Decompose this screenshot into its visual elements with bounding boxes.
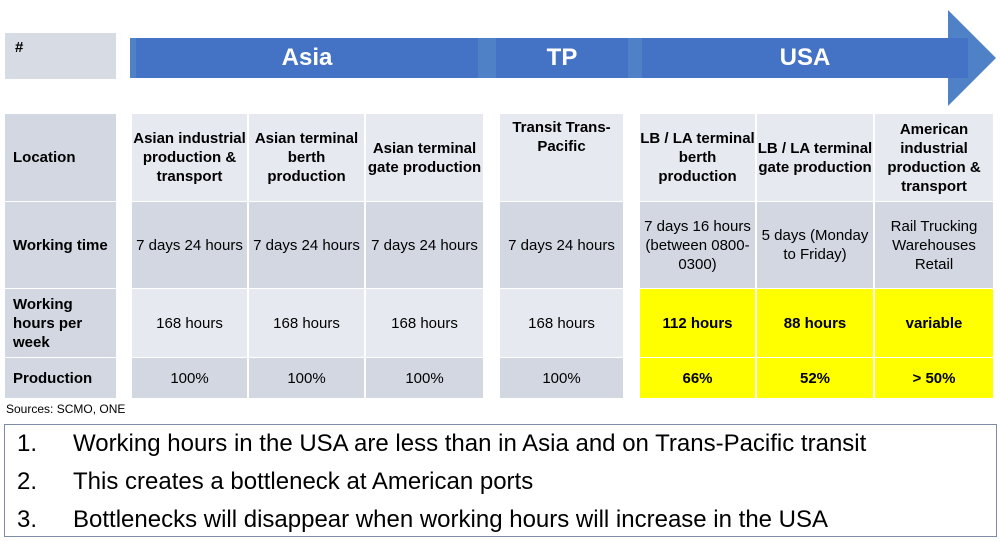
production-cell: 100% — [132, 358, 247, 398]
working-time-cell: 5 days (Monday to Friday) — [757, 202, 873, 288]
hash-header: # — [5, 33, 116, 79]
production-cell: 100% — [249, 358, 364, 398]
hours-per-week-cell: variable — [875, 289, 993, 357]
region-asia: Asia — [136, 38, 478, 78]
working-time-cell: 7 days 24 hours — [500, 202, 623, 288]
hours-per-week-cell: 168 hours — [249, 289, 364, 357]
note-number: 1. — [17, 430, 38, 457]
production-cell: 52% — [757, 358, 873, 398]
notes-box: 1. Working hours in the USA are less tha… — [4, 424, 997, 537]
source-note: Sources: SCMO, ONE — [6, 402, 126, 416]
working-time-cell: 7 days 24 hours — [249, 202, 364, 288]
region-usa: USA — [642, 38, 968, 78]
location-cell: Asian terminal berth production — [249, 114, 364, 201]
note-text: This creates a bottleneck at American po… — [73, 468, 534, 495]
location-cell: American industrial production & transpo… — [875, 114, 993, 201]
working-time-cell: 7 days 24 hours — [132, 202, 247, 288]
location-cell: LB / LA terminal berth production — [640, 114, 755, 201]
production-cell: 100% — [366, 358, 483, 398]
note-number: 3. — [17, 506, 38, 533]
location-cell: Asian terminal gate production — [366, 114, 483, 201]
working-time-cell: 7 days 24 hours — [366, 202, 483, 288]
row-label-hours-per-week: Working hours per week — [5, 289, 116, 357]
production-cell: 66% — [640, 358, 755, 398]
row-label-location: Location — [5, 114, 116, 201]
region-tp: TP — [496, 38, 628, 78]
note-number: 2. — [17, 468, 38, 495]
location-cell: LB / LA terminal gate production — [757, 114, 873, 201]
note-text: Bottlenecks will disappear when working … — [73, 506, 829, 533]
hours-per-week-cell: 168 hours — [500, 289, 623, 357]
working-time-cell: Rail Trucking Warehouses Retail — [875, 202, 993, 288]
location-cell: Transit Trans-Pacific — [500, 114, 623, 201]
working-time-cell: 7 days 16 hours (between 0800-0300) — [640, 202, 755, 288]
hours-per-week-cell: 168 hours — [366, 289, 483, 357]
hours-per-week-cell: 88 hours — [757, 289, 873, 357]
production-cell: 100% — [500, 358, 623, 398]
hours-per-week-cell: 168 hours — [132, 289, 247, 357]
note-text: Working hours in the USA are less than i… — [73, 430, 867, 457]
hours-per-week-cell: 112 hours — [640, 289, 755, 357]
location-cell: Asian industrial production & transport — [132, 114, 247, 201]
production-cell: > 50% — [875, 358, 993, 398]
row-label-working-time: Working time — [5, 202, 116, 288]
row-label-production: Production — [5, 358, 116, 398]
